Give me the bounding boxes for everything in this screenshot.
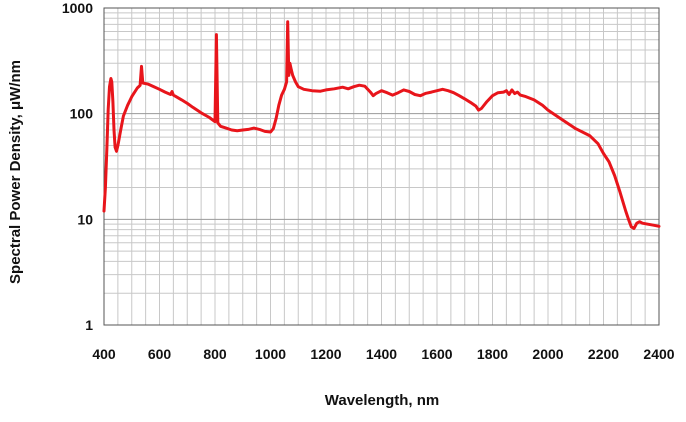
y-tick-label: 1000 — [62, 0, 93, 16]
x-axis-ticks: 400 600 800 1000 1200 1400 1600 1800 2000 2200 240… — [92, 346, 674, 362]
y-tick-label: 1 — [85, 317, 93, 333]
x-tick-label: 1400 — [366, 346, 397, 362]
y-axis-title: Spectral Power Density, μW/nm — [7, 60, 24, 284]
series-line — [102, 20, 661, 230]
x-tick-label: 2400 — [643, 346, 674, 362]
y-tick-label: 100 — [70, 106, 94, 122]
y-axis-ticks: 1 10 100 1000 — [62, 0, 93, 333]
x-tick-label: 600 — [148, 346, 172, 362]
grid — [103, 8, 660, 326]
x-tick-label: 1800 — [477, 346, 508, 362]
x-tick-label: 800 — [203, 346, 227, 362]
x-tick-label: 1200 — [310, 346, 341, 362]
plot-frame — [103, 7, 660, 326]
x-tick-label: 2200 — [588, 346, 619, 362]
x-tick-label: 400 — [92, 346, 116, 362]
x-tick-label: 2000 — [532, 346, 563, 362]
x-axis-title: Wavelength, nm — [325, 392, 439, 409]
y-tick-label: 10 — [77, 211, 93, 227]
x-tick-label: 1000 — [255, 346, 286, 362]
x-tick-label: 1600 — [421, 346, 452, 362]
